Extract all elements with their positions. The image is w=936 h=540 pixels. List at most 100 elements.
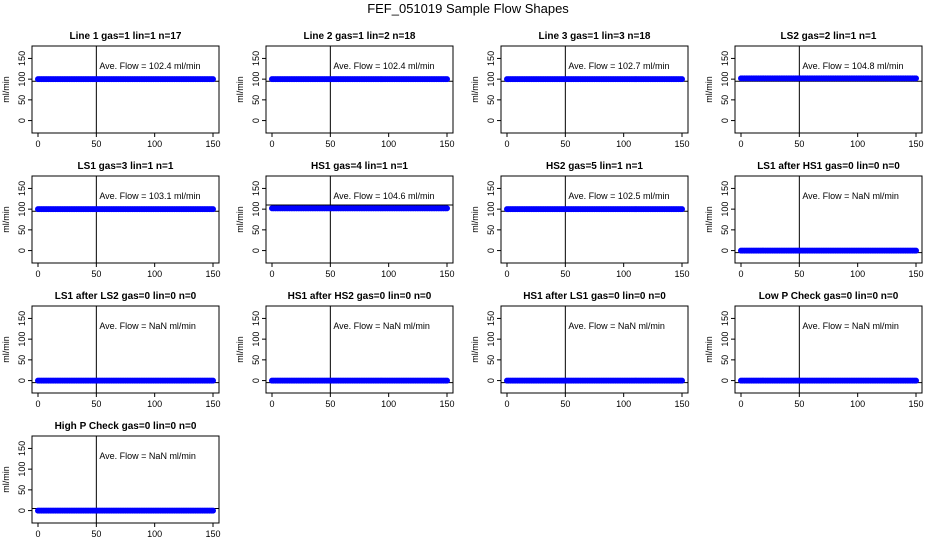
y-tick-label: 50: [486, 225, 496, 235]
x-tick-label: 0: [269, 139, 274, 149]
y-tick-label: 50: [251, 355, 261, 365]
x-tick-label: 0: [35, 529, 40, 539]
data-series: [738, 75, 919, 82]
data-series: [35, 206, 216, 213]
x-tick-label: 150: [674, 399, 689, 409]
y-axis-label: ml/min: [235, 206, 245, 233]
panel-title: HS1 gas=4 lin=1 n=1: [311, 161, 408, 172]
x-tick-label: 50: [560, 269, 570, 279]
y-tick-label: 100: [720, 72, 730, 87]
data-point: [210, 206, 216, 213]
plot-frame: [31, 175, 220, 264]
x-tick-label: 150: [439, 399, 454, 409]
x-tick-label: 100: [147, 269, 162, 279]
x-tick-label: 100: [616, 399, 631, 409]
data-series: [269, 76, 450, 83]
data-point: [913, 377, 919, 384]
ave-flow-annotation: Ave. Flow = 104.8 ml/min: [802, 61, 903, 71]
data-series: [269, 377, 450, 384]
y-tick-label: 50: [251, 95, 261, 105]
y-axis-label: ml/min: [704, 336, 714, 363]
plot-frame: [31, 305, 220, 394]
y-axis-label: ml/min: [1, 336, 11, 363]
y-tick-label: 100: [17, 462, 27, 477]
data-point: [679, 206, 685, 213]
y-tick-label: 50: [720, 355, 730, 365]
x-tick-label: 100: [147, 529, 162, 539]
y-tick-label: 0: [17, 118, 27, 123]
y-tick-label: 150: [17, 181, 27, 196]
y-tick-label: 100: [17, 72, 27, 87]
y-tick-label: 150: [17, 51, 27, 66]
y-tick-label: 50: [486, 95, 496, 105]
data-series: [504, 206, 685, 213]
x-tick-label: 150: [908, 139, 923, 149]
x-tick-label: 100: [616, 139, 631, 149]
y-tick-label: 0: [720, 248, 730, 253]
data-point: [210, 76, 216, 83]
data-point: [444, 377, 450, 384]
y-axis-label: ml/min: [1, 76, 11, 103]
x-tick-label: 100: [147, 399, 162, 409]
y-tick-label: 0: [720, 378, 730, 383]
x-tick-label: 50: [560, 399, 570, 409]
panel-5: LS1 gas=3 lin=1 n=1 0 50 100 150 0 50 100 150 ml/…: [1, 161, 221, 279]
y-tick-label: 100: [17, 332, 27, 347]
plot-frame: [265, 45, 454, 134]
panel-title: LS1 gas=3 lin=1 n=1: [78, 161, 174, 172]
x-tick-label: 50: [91, 139, 101, 149]
y-tick-label: 150: [251, 51, 261, 66]
y-axis-label: ml/min: [235, 76, 245, 103]
y-tick-label: 100: [17, 202, 27, 217]
x-tick-label: 0: [504, 399, 509, 409]
plot-frame: [31, 435, 220, 524]
panel-4: LS2 gas=2 lin=1 n=1 0 50 100 150 0 50 100 150 ml/…: [704, 31, 924, 149]
x-tick-label: 150: [908, 269, 923, 279]
x-tick-label: 150: [439, 269, 454, 279]
panel-13: High P Check gas=0 lin=0 n=0 0 50 100 150 0 50…: [1, 421, 221, 539]
x-tick-label: 150: [439, 139, 454, 149]
ave-flow-annotation: Ave. Flow = NaN ml/min: [802, 321, 899, 331]
y-axis-label: ml/min: [235, 336, 245, 363]
x-tick-label: 150: [674, 269, 689, 279]
ave-flow-annotation: Ave. Flow = 103.1 ml/min: [99, 191, 200, 201]
y-tick-label: 50: [17, 485, 27, 495]
ave-flow-annotation: Ave. Flow = 104.6 ml/min: [333, 191, 434, 201]
x-tick-label: 100: [381, 139, 396, 149]
y-tick-label: 0: [17, 508, 27, 513]
y-tick-label: 150: [251, 311, 261, 326]
y-tick-label: 0: [251, 378, 261, 383]
x-tick-label: 50: [325, 399, 335, 409]
data-point: [679, 377, 685, 384]
y-tick-label: 50: [486, 355, 496, 365]
panel-1: Line 1 gas=1 lin=1 n=17 0 50 100 150 0 50 100 15…: [1, 31, 221, 149]
y-axis-label: ml/min: [470, 76, 480, 103]
panel-title: HS1 after HS2 gas=0 lin=0 n=0: [288, 291, 432, 302]
x-tick-label: 0: [35, 269, 40, 279]
plot-frame: [31, 45, 220, 134]
x-tick-label: 0: [35, 139, 40, 149]
data-point: [444, 205, 450, 212]
y-tick-label: 100: [486, 202, 496, 217]
x-tick-label: 50: [325, 139, 335, 149]
y-tick-label: 150: [17, 441, 27, 456]
y-tick-label: 150: [720, 181, 730, 196]
data-series: [504, 76, 685, 83]
y-tick-label: 0: [486, 248, 496, 253]
x-tick-label: 150: [674, 139, 689, 149]
x-tick-label: 150: [908, 399, 923, 409]
panel-title: LS1 after HS1 gas=0 lin=0 n=0: [757, 161, 900, 172]
panel-2: Line 2 gas=1 lin=2 n=18 0 50 100 150 0 50 100 15…: [235, 31, 455, 149]
data-point: [210, 377, 216, 384]
y-tick-label: 50: [251, 225, 261, 235]
panel-3: Line 3 gas=1 lin=3 n=18 0 50 100 150 0 50 100 15…: [470, 31, 690, 149]
data-series: [35, 507, 216, 514]
ave-flow-annotation: Ave. Flow = 102.7 ml/min: [568, 61, 669, 71]
panel-title: Low P Check gas=0 lin=0 n=0: [759, 291, 899, 302]
data-point: [913, 247, 919, 254]
panel-10: HS1 after HS2 gas=0 lin=0 n=0 0 50 100 150 0 5…: [235, 291, 455, 409]
y-axis-label: ml/min: [704, 76, 714, 103]
y-axis-label: ml/min: [704, 206, 714, 233]
figure-title: FEF_051019 Sample Flow Shapes: [367, 1, 569, 16]
